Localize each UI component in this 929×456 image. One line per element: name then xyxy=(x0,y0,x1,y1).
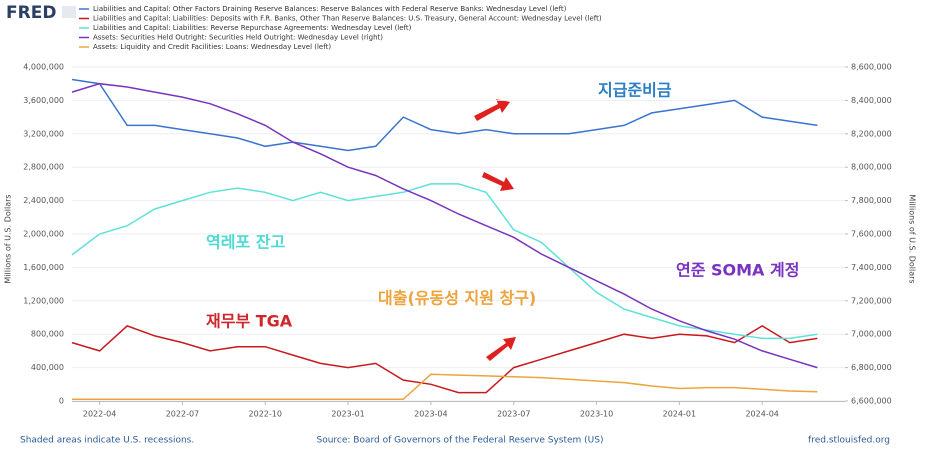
y2-tick-label: 8,400,000 xyxy=(851,96,892,105)
legend-label: Liabilities and Capital: Liabilities: Re… xyxy=(93,24,412,32)
y2-tick-label: 7,400,000 xyxy=(851,263,892,272)
y-tick-label: 2,400,000 xyxy=(23,196,64,205)
y2-tick-label: 7,600,000 xyxy=(851,230,892,239)
y-tick-label: 0 xyxy=(59,397,64,406)
y2-axis-label: Millions of U.S. Dollars xyxy=(908,194,917,283)
series-line xyxy=(71,325,818,394)
y-axis-label: Millions of U.S. Dollars xyxy=(4,194,13,283)
y2-tick-label: 6,600,000 xyxy=(851,397,892,406)
series-line xyxy=(72,373,818,401)
series-line xyxy=(71,82,818,369)
annotation: 연준 SOMA 계정 xyxy=(676,261,799,280)
legend-label: Assets: Liquidity and Credit Facilities:… xyxy=(93,43,331,51)
x-tick-label: 2024-04 xyxy=(745,410,778,419)
x-tick-label: 2024-01 xyxy=(663,410,696,419)
y2-tick-label: 8,000,000 xyxy=(851,163,892,172)
x-tick-label: 2023-10 xyxy=(580,410,613,419)
x-tick-label: 2022-04 xyxy=(83,410,116,419)
y2-tick-label: 7,200,000 xyxy=(851,296,892,305)
x-tick-label: 2022-07 xyxy=(166,410,199,419)
arrows xyxy=(474,99,516,361)
footer-right: fred.stlouisfed.org xyxy=(808,436,890,446)
legend-label: Liabilities and Capital: Liabilities: De… xyxy=(93,15,602,23)
y-tick-label: 2,000,000 xyxy=(23,230,64,239)
y-tick-label: 400,000 xyxy=(31,363,64,372)
annotation: 역레포 잔고 xyxy=(206,233,285,252)
y2-tick-label: 8,200,000 xyxy=(851,129,892,138)
y-tick-label: 800,000 xyxy=(31,330,64,339)
y2-tick-label: 6,800,000 xyxy=(851,363,892,372)
legend-label: Assets: Securities Held Outright: Securi… xyxy=(93,34,383,42)
y-tick-label: 2,800,000 xyxy=(23,163,64,172)
arrow xyxy=(482,172,514,191)
arrow xyxy=(486,337,516,361)
footer-left: Shaded areas indicate U.S. recessions. xyxy=(20,436,194,446)
annotation: 지급준비금 xyxy=(598,81,672,100)
y2-tick-label: 7,000,000 xyxy=(851,330,892,339)
annotation: 재무부 TGA xyxy=(206,312,293,331)
logo: FRED xyxy=(6,3,56,23)
y-tick-label: 3,200,000 xyxy=(23,129,64,138)
y-tick-label: 1,600,000 xyxy=(23,263,64,272)
arrow xyxy=(474,99,510,121)
x-tick-label: 2023-07 xyxy=(497,410,530,419)
annotation: 대출(유동성 지원 창구) xyxy=(378,289,536,308)
x-tick-label: 2022-10 xyxy=(249,410,282,419)
y-tick-label: 1,200,000 xyxy=(23,296,64,305)
x-tick-label: 2023-01 xyxy=(331,410,364,419)
legend-label: Liabilities and Capital: Other Factors D… xyxy=(93,5,567,13)
logo-icon xyxy=(62,6,76,18)
y2-tick-label: 8,600,000 xyxy=(851,63,892,72)
x-tick-label: 2023-04 xyxy=(414,410,447,419)
footer-center: Source: Board of Governors of the Federa… xyxy=(317,436,604,446)
series-line xyxy=(71,78,818,152)
series-line xyxy=(71,183,818,340)
y-tick-label: 3,600,000 xyxy=(23,96,64,105)
y-tick-label: 4,000,000 xyxy=(23,63,64,72)
y2-tick-label: 7,800,000 xyxy=(851,196,892,205)
